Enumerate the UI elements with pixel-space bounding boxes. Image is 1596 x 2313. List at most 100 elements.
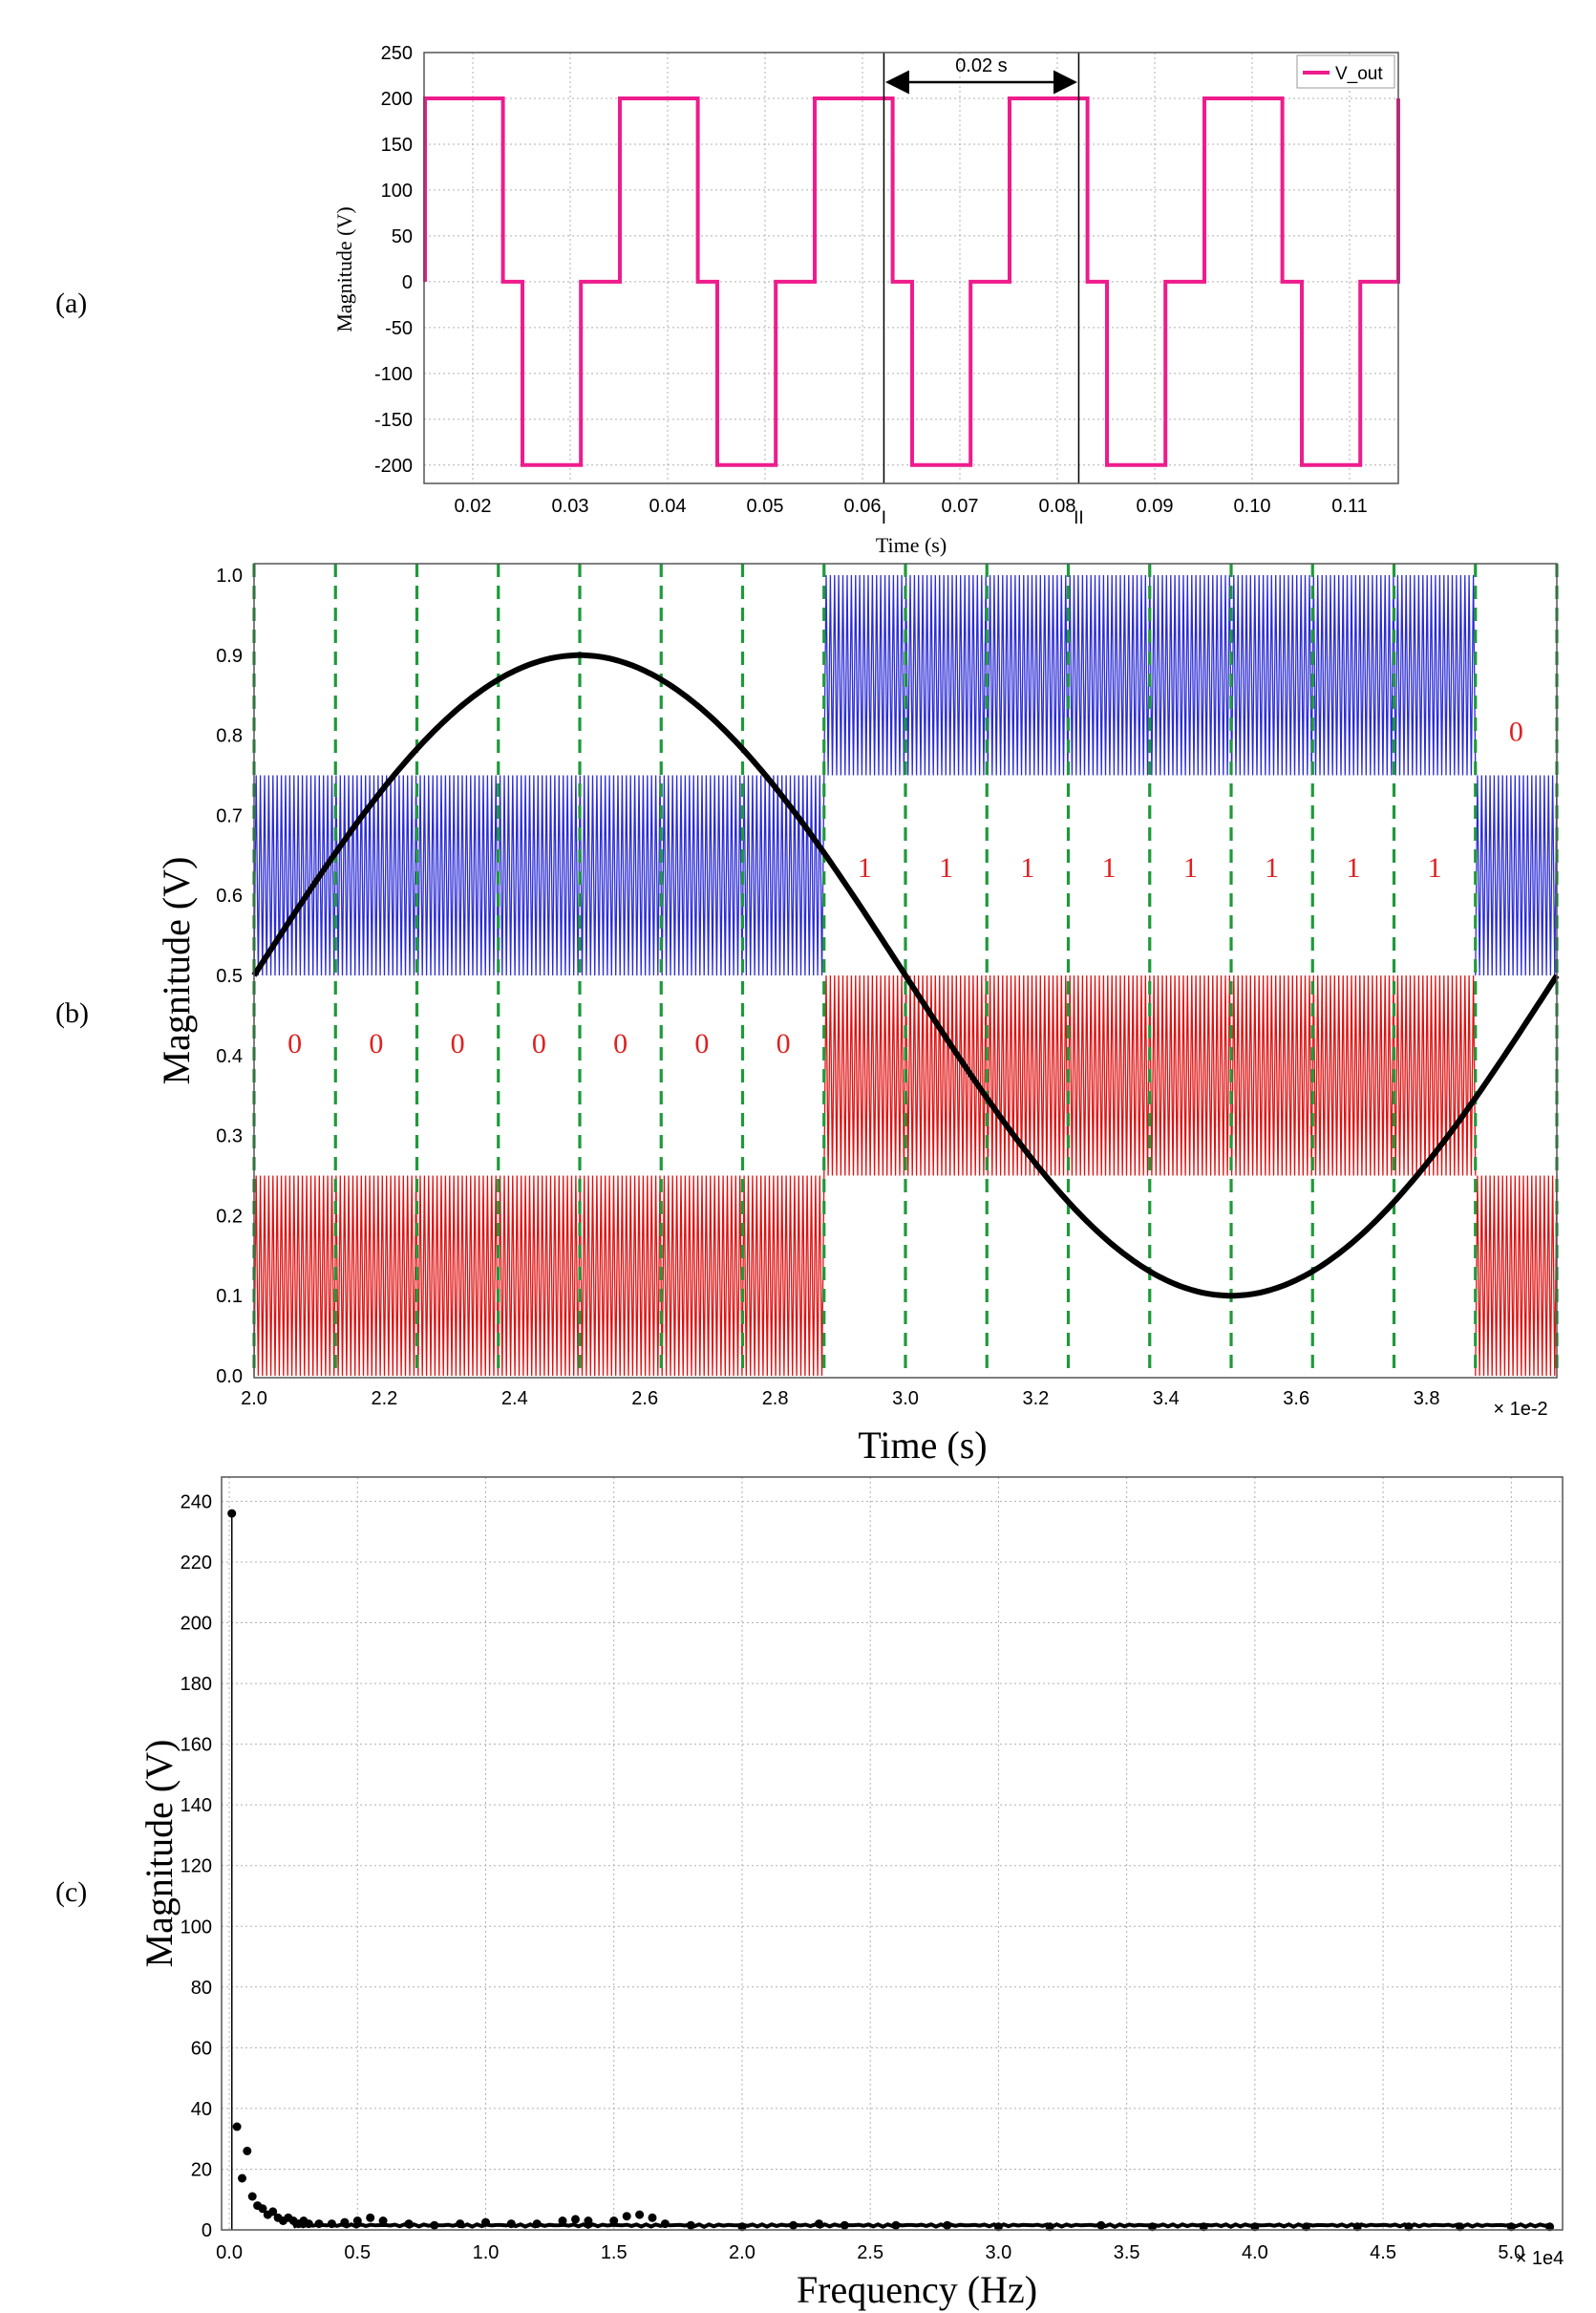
x-tick-label: 0.03	[552, 496, 589, 517]
chart-b: 0 0 0 0 0 0 0 1 1 1 1 1 1 1 1 0 2.0 2.2 2.4 2.6 2.8 3.0 3.2 3.…	[155, 563, 1560, 1467]
spectrum-point	[558, 2217, 567, 2225]
y-tick-label: 0.1	[216, 1286, 243, 1307]
x-tick-label: 2.0	[729, 2242, 755, 2263]
y-tick-label: 200	[381, 89, 413, 110]
chart-c-points	[227, 1509, 1555, 2232]
y-tick-label: 100	[181, 1917, 212, 1938]
x-tick-label: 3.8	[1414, 1388, 1440, 1409]
spectrum-point	[366, 2213, 375, 2222]
y-tick-label: 0.0	[216, 1366, 243, 1387]
bit-label: 1	[1102, 852, 1117, 884]
y-tick-label: 50	[392, 226, 413, 247]
chart-a-ylabel: Magnitude (V)	[332, 206, 356, 332]
x-tick-label: 2.4	[501, 1388, 528, 1409]
chart-a: 0.02 0.03 0.04 0.05 0.06 0.07 0.08 0.09 0.10 0.11…	[332, 43, 1400, 557]
y-tick-label: 240	[181, 1491, 212, 1512]
chart-b-ylabel: Magnitude (V)	[155, 857, 198, 1085]
x-tick-label: 0.10	[1234, 496, 1271, 517]
x-tick-label: 3.6	[1283, 1388, 1309, 1409]
x-tick-label: 3.5	[1114, 2242, 1140, 2263]
y-tick-label: 60	[191, 2038, 212, 2059]
x-tick-label: 2.0	[241, 1388, 267, 1409]
carrier-upper	[253, 775, 825, 976]
bit-label: 1	[1183, 852, 1198, 884]
y-tick-label: -100	[374, 364, 413, 385]
bit-label: 0	[1509, 716, 1523, 747]
spectrum-point	[584, 2217, 593, 2225]
x-tick-label: 4.0	[1242, 2242, 1268, 2263]
spectrum-point	[243, 2146, 252, 2155]
chart-b-carriers	[253, 574, 1558, 1377]
spectrum-point	[227, 1509, 237, 1518]
y-tick-label: -200	[374, 456, 413, 477]
spectrum-point	[268, 2207, 278, 2217]
marker-i-label: I	[882, 508, 886, 528]
bit-label: 0	[451, 1028, 465, 1060]
x-tick-label: 2.6	[631, 1388, 658, 1409]
chart-b-ticks: 2.0 2.2 2.4 2.6 2.8 3.0 3.2 3.4 3.6 3.8 1.0 0.9 0.8 0…	[216, 566, 1439, 1409]
y-tick-label: 0.6	[216, 886, 243, 907]
carrier-lower	[823, 974, 1477, 1176]
y-tick-label: 160	[181, 1735, 212, 1756]
x-tick-label: 3.2	[1022, 1388, 1049, 1409]
x-tick-label: 0.05	[747, 496, 784, 517]
chart-c-xlabel: Frequency (Hz)	[797, 2268, 1037, 2311]
y-tick-label: 0	[402, 272, 413, 293]
x-tick-label: 2.5	[857, 2242, 883, 2263]
y-tick-label: -50	[385, 318, 413, 339]
chart-c-ylabel: Magnitude (V)	[138, 1740, 181, 1968]
chart-a-ticks: 0.02 0.03 0.04 0.05 0.06 0.07 0.08 0.09 0.10 0.11…	[374, 43, 1368, 517]
carrier-lower	[1475, 1175, 1558, 1377]
chart-a-frame	[423, 52, 1399, 484]
y-tick-label: 220	[181, 1553, 212, 1574]
x-tick-label: 0.07	[942, 496, 979, 517]
x-tick-label: 0.02	[455, 496, 492, 517]
x-tick-label: 0.04	[649, 496, 687, 517]
x-tick-label: 1.5	[601, 2242, 628, 2263]
y-tick-label: 80	[191, 1978, 212, 1999]
bit-label: 1	[1265, 852, 1279, 884]
spectrum-point	[232, 2122, 242, 2131]
bit-label: 0	[532, 1028, 546, 1060]
y-tick-label: 0.2	[216, 1206, 243, 1227]
spectrum-point	[378, 2217, 388, 2225]
chart-b-frame	[253, 563, 1558, 1379]
bit-label: 1	[1020, 852, 1034, 884]
chart-c-x-unit: × 1e4	[1516, 2248, 1564, 2269]
x-tick-label: 2.8	[762, 1388, 789, 1409]
y-tick-label: 100	[381, 181, 413, 202]
spectrum-point	[258, 2204, 267, 2214]
x-tick-label: 3.4	[1153, 1388, 1180, 1409]
chart-a-annotations: 0.02 s I II	[882, 53, 1084, 528]
chart-a-legend: V_out	[1296, 54, 1395, 89]
spectrum-point	[352, 2217, 362, 2225]
y-tick-label: 0.5	[216, 966, 243, 987]
chart-b-reference	[251, 652, 1560, 1299]
panel-label-a: (a)	[55, 288, 87, 319]
bit-label: 0	[777, 1028, 791, 1060]
spectrum-point	[247, 2192, 257, 2201]
y-tick-label: 0.4	[216, 1046, 243, 1067]
y-tick-label: 0.9	[216, 646, 243, 667]
carrier-upper	[1475, 775, 1558, 976]
bit-label: 0	[369, 1028, 383, 1060]
y-tick-label: 0.7	[216, 805, 243, 826]
x-tick-label: 4.5	[1370, 2242, 1396, 2263]
y-tick-label: 120	[181, 1856, 212, 1877]
spectrum-point	[238, 2174, 246, 2183]
x-tick-label: 0.06	[844, 496, 882, 517]
chart-a-series	[423, 96, 1400, 467]
chart-c-grid	[222, 1477, 1563, 2231]
panel-label-b: (b)	[55, 997, 89, 1029]
x-tick-label: 1.0	[473, 2242, 500, 2263]
x-tick-label: 3.0	[892, 1388, 919, 1409]
bit-label: 1	[1346, 852, 1360, 884]
bit-label: 1	[939, 852, 953, 884]
chart-c-frame	[221, 1476, 1564, 2231]
bit-label: 1	[858, 852, 872, 884]
bit-label: 0	[694, 1028, 709, 1060]
y-tick-label: 180	[181, 1674, 212, 1695]
panel-label-c: (c)	[55, 1876, 87, 1908]
x-tick-label: 5.0	[1498, 2242, 1524, 2263]
